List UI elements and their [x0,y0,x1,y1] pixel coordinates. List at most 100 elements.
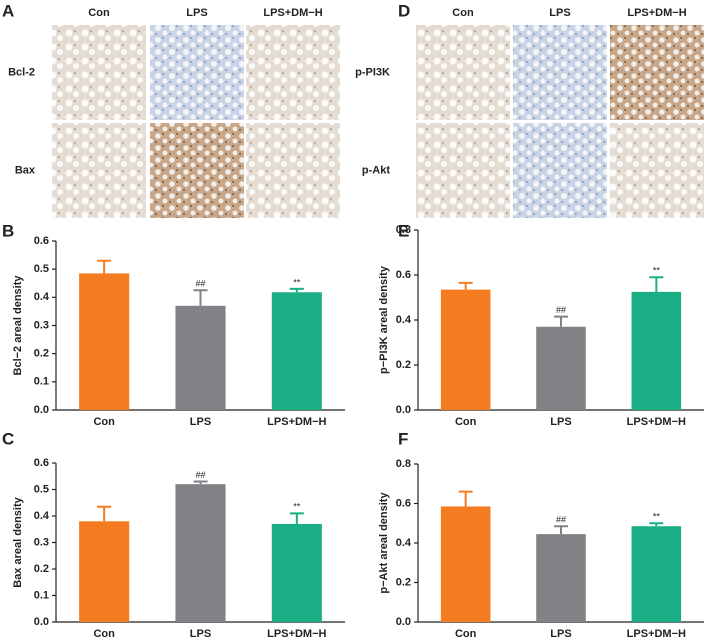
bar [79,273,130,410]
x-tick-label: LPS+DM−H [627,628,686,640]
y-tick-label: 0.0 [396,616,411,628]
y-tick-label: 0.4 [34,291,50,303]
micrograph [52,25,146,120]
column-header: LPS+DM−H [627,7,686,19]
column-header: Con [452,7,474,19]
panel-letter: F [398,429,408,448]
y-tick-label: 0.6 [396,269,411,281]
x-tick-label: LPS [190,416,211,428]
y-tick-label: 0.0 [34,616,49,628]
micrograph [150,25,244,120]
y-tick-label: 0.8 [396,224,411,236]
x-tick-label: LPS+DM−H [627,416,686,428]
error-bar [554,525,568,535]
panel-letter: C [2,429,14,448]
y-tick-label: 0.5 [34,483,49,495]
x-tick-label: Con [455,416,477,428]
x-tick-label: LPS+DM−H [267,628,326,640]
significance-label: ## [556,305,566,315]
y-tick-label: 0.2 [396,576,411,588]
y-tick-label: 0.6 [396,497,411,509]
bar [631,526,682,622]
row-label: Bcl-2 [8,66,35,78]
x-tick-label: LPS+DM−H [267,416,326,428]
error-bar [97,505,112,522]
error-bar [289,287,304,293]
row-label: p-PI3K [355,66,390,78]
significance-label: ** [293,277,301,287]
y-tick-label: 0.6 [34,235,49,247]
micrograph [610,25,704,120]
x-tick-label: Con [93,628,115,640]
y-tick-label: 0.0 [34,404,49,416]
error-bar [458,490,473,507]
row-label: p-Akt [362,164,390,176]
significance-label: ** [653,266,661,276]
y-tick-label: 0.3 [34,319,49,331]
error-bar [649,522,664,527]
bar [536,534,586,622]
y-tick-label: 0.5 [34,263,49,275]
micrograph [52,123,146,218]
row-label: Bax [15,164,36,176]
column-header: Con [88,7,110,19]
significance-label: ** [293,502,301,512]
micrograph [513,123,607,218]
micrograph [246,25,340,120]
micrograph [246,123,340,218]
bar [271,523,322,622]
y-tick-label: 0.1 [34,376,49,388]
error-bar [97,259,112,274]
micrograph [610,123,704,218]
x-tick-label: LPS [550,628,571,640]
y-tick-label: 0.4 [396,314,412,326]
panel-letter: A [2,1,14,20]
y-tick-label: 0.4 [34,510,50,522]
significance-label: ** [653,512,661,522]
column-header: LPS [186,7,207,19]
error-bar [458,281,473,290]
bar [440,506,491,622]
y-tick-label: 0.6 [34,457,49,469]
y-axis-label: p−PI3K areal density [378,265,390,374]
y-tick-label: 0.2 [34,563,49,575]
bar [175,305,226,410]
y-tick-label: 0.1 [34,589,49,601]
error-bar [289,512,304,524]
error-bar [554,315,568,327]
significance-label: ## [195,279,205,289]
micrograph [416,25,510,120]
panel-letter: D [398,1,410,20]
column-header: LPS+DM−H [263,7,322,19]
bar [536,326,586,410]
significance-label: ## [556,515,566,525]
micrograph [150,123,244,218]
y-tick-label: 0.3 [34,536,49,548]
x-tick-label: Con [455,628,477,640]
y-axis-label: Bax areal density [12,496,24,587]
x-tick-label: LPS [190,628,211,640]
micrograph [513,25,607,120]
panel-letter: E [398,221,409,240]
bar [631,291,682,410]
significance-label: ## [195,470,205,480]
y-tick-label: 0.2 [34,348,49,360]
bar [271,292,322,410]
panel-letter: B [2,221,14,240]
column-header: LPS [549,7,570,19]
error-bar [649,276,664,292]
y-tick-label: 0.4 [396,537,412,549]
x-tick-label: LPS [550,416,571,428]
error-bar [193,480,208,485]
y-axis-label: p−Akt areal density [378,492,390,594]
x-tick-label: Con [93,416,115,428]
bar [175,484,226,622]
micrograph [416,123,510,218]
y-axis-label: Bcl−2 areal density [12,275,24,376]
bar [79,521,130,622]
error-bar [193,289,208,306]
bar [440,289,491,410]
y-tick-label: 0.0 [396,404,411,416]
y-tick-label: 0.2 [396,359,411,371]
